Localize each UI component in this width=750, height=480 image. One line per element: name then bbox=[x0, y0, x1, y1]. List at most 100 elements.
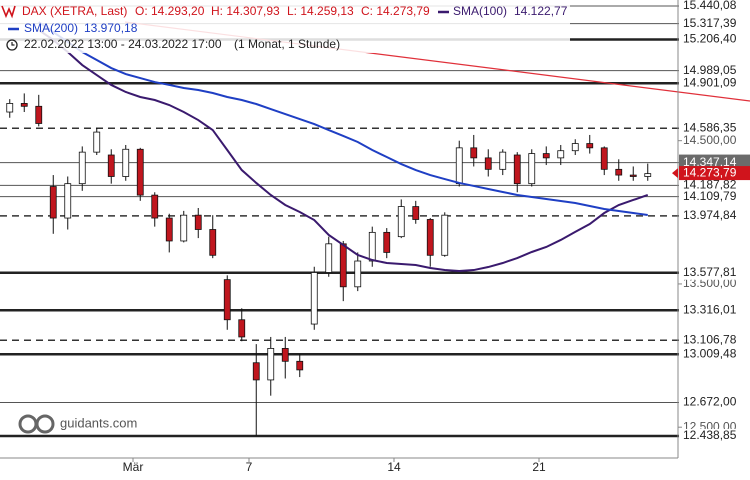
candle-body bbox=[107, 154, 115, 177]
candle-body bbox=[528, 153, 536, 185]
ohlc-close: C: 14.273,79 bbox=[361, 4, 430, 18]
level-label-bg bbox=[679, 395, 750, 410]
candle-body bbox=[223, 279, 231, 321]
candle-body bbox=[644, 173, 652, 177]
legend: DAX (XETRA, Last) O: 14.293,20 H: 14.307… bbox=[0, 0, 570, 53]
candle-body bbox=[513, 154, 521, 185]
candle-body bbox=[35, 105, 43, 124]
candle-body bbox=[615, 168, 623, 176]
level-label-bg bbox=[679, 208, 750, 223]
level-label: 13.009,48 bbox=[683, 346, 737, 360]
candle-body bbox=[64, 183, 72, 219]
candle-body bbox=[281, 348, 289, 362]
plot bbox=[6, 21, 652, 436]
level-label: 13.316,01 bbox=[683, 302, 737, 316]
legend-value: 13.970,18 bbox=[84, 21, 138, 35]
price-axis: 14.500,0013.500,0012.500,0015.440,0815.3… bbox=[672, 0, 750, 443]
candle-body bbox=[542, 153, 550, 159]
candle-body bbox=[136, 148, 144, 196]
level-label: 14.989,05 bbox=[683, 63, 737, 77]
last-price-flag bbox=[672, 168, 678, 179]
level-label: 14.347,14 bbox=[683, 155, 737, 169]
candle-body bbox=[441, 214, 449, 256]
level-label: 15.440,08 bbox=[683, 0, 737, 12]
watermark-logo bbox=[35, 414, 55, 434]
watermark-text: guidants.com bbox=[60, 415, 137, 430]
candle-body bbox=[296, 360, 304, 371]
last-price-box bbox=[679, 166, 750, 181]
level-label-bg bbox=[679, 428, 750, 443]
candle-body bbox=[78, 151, 86, 185]
candle-body bbox=[238, 319, 246, 338]
level-label: 15.206,40 bbox=[683, 32, 737, 46]
level-label: 12.438,85 bbox=[683, 428, 737, 442]
ohlc-open: O: 14.293,20 bbox=[135, 4, 205, 18]
interval: (1 Monat, 1 Stunde) bbox=[234, 37, 340, 51]
candle-body bbox=[354, 260, 362, 288]
candle-body bbox=[267, 348, 275, 381]
level-label: 13.577,81 bbox=[683, 265, 737, 279]
candle-body bbox=[629, 174, 637, 177]
x-tick-label: 14 bbox=[387, 460, 401, 474]
level-label: 14.586,35 bbox=[683, 120, 737, 134]
candle-body bbox=[470, 147, 478, 159]
ohlc-low: L: 14.259,13 bbox=[287, 4, 354, 18]
candle-body bbox=[383, 231, 391, 253]
sma-line bbox=[38, 29, 649, 273]
level-label-bg bbox=[679, 0, 750, 14]
watermark: guidants.com bbox=[18, 414, 137, 434]
candle-body bbox=[165, 217, 173, 242]
level-label: 13.974,84 bbox=[683, 208, 737, 222]
period: 22.02.2022 13:00 - 24.03.2022 17:00 bbox=[24, 37, 222, 51]
y-tick-label: 14.500,00 bbox=[683, 133, 737, 147]
candle-body bbox=[484, 157, 492, 170]
instrument: DAX (XETRA, Last) bbox=[22, 4, 127, 18]
candle-body bbox=[586, 143, 594, 149]
candle-body bbox=[122, 148, 130, 177]
x-tick-label: 21 bbox=[532, 460, 546, 474]
candle-body bbox=[368, 231, 376, 262]
candle-body bbox=[180, 214, 188, 242]
level-label: 14.187,82 bbox=[683, 178, 737, 192]
last-price-label: 14.273,79 bbox=[683, 165, 737, 179]
level-label: 14.901,09 bbox=[683, 75, 737, 89]
candle-body bbox=[557, 150, 565, 159]
x-tick-label: 7 bbox=[246, 460, 253, 474]
candle-body bbox=[325, 243, 333, 273]
candle-body bbox=[6, 103, 14, 113]
candle-body bbox=[252, 362, 260, 381]
candle-body bbox=[151, 194, 159, 219]
legend-name: SMA(200) bbox=[24, 21, 78, 35]
level-label-bg bbox=[679, 303, 750, 318]
level-label-bg bbox=[679, 63, 750, 78]
level-label: 14.109,79 bbox=[683, 189, 737, 203]
level-label: 12.672,00 bbox=[683, 395, 737, 409]
level-label-bg bbox=[679, 32, 750, 47]
instrument-icon bbox=[1, 5, 16, 19]
legend-background bbox=[0, 0, 570, 53]
candle-body bbox=[397, 206, 405, 238]
level-label-bg bbox=[679, 265, 750, 280]
level-label-bg bbox=[679, 76, 750, 91]
clock-hands bbox=[11, 42, 15, 46]
level-label: 13.106,78 bbox=[683, 332, 737, 346]
candle-body bbox=[49, 186, 57, 219]
level-label-bg bbox=[679, 16, 750, 31]
candle-body bbox=[412, 206, 420, 220]
ohlc-high: H: 14.307,93 bbox=[211, 4, 280, 18]
level-label-bg bbox=[679, 333, 750, 348]
candle-body bbox=[339, 243, 347, 288]
candle-body bbox=[310, 272, 318, 325]
candle-body bbox=[571, 143, 579, 152]
candle-body bbox=[499, 151, 507, 170]
legend-name: SMA(100) bbox=[453, 4, 507, 18]
x-tick-label: Mär bbox=[123, 460, 144, 474]
candle-body bbox=[600, 147, 608, 170]
level-label-bg bbox=[679, 347, 750, 362]
candle-body bbox=[426, 219, 434, 256]
candle-body bbox=[20, 103, 28, 107]
level-label-bg bbox=[679, 189, 750, 204]
clock-icon bbox=[6, 39, 18, 51]
level-label-bg bbox=[679, 121, 750, 136]
